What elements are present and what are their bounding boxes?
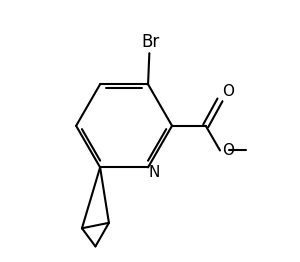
Text: O: O (223, 84, 235, 99)
Text: Br: Br (142, 33, 160, 51)
Text: N: N (148, 165, 159, 179)
Text: O: O (223, 143, 235, 158)
